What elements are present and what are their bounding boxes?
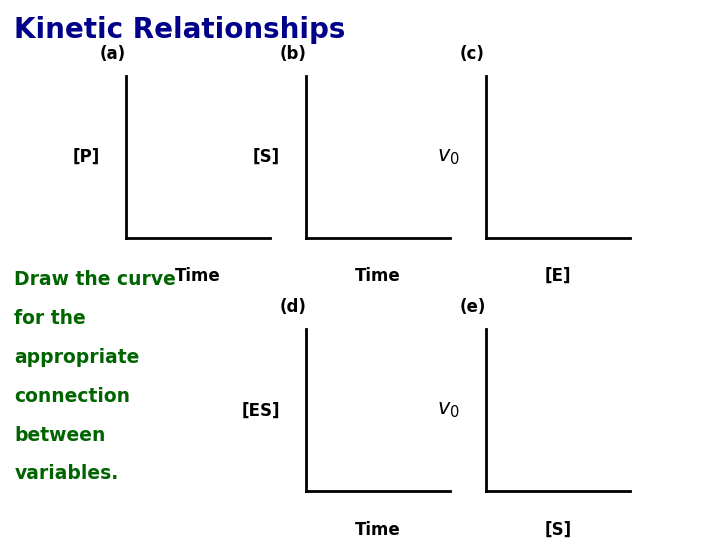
Text: Kinetic Relationships: Kinetic Relationships xyxy=(14,16,346,44)
Text: (a): (a) xyxy=(100,45,126,63)
Text: Time: Time xyxy=(355,267,401,285)
Text: appropriate: appropriate xyxy=(14,348,140,367)
Text: $\mathit{v}_0$: $\mathit{v}_0$ xyxy=(437,146,460,167)
Text: for the: for the xyxy=(14,309,86,328)
Text: connection: connection xyxy=(14,387,130,406)
Text: [S]: [S] xyxy=(253,147,280,166)
Text: [ES]: [ES] xyxy=(242,401,280,420)
Text: Time: Time xyxy=(175,267,221,285)
Text: $\mathit{v}_0$: $\mathit{v}_0$ xyxy=(437,400,460,421)
Text: Time: Time xyxy=(355,521,401,538)
Text: (b): (b) xyxy=(280,45,307,63)
Text: [P]: [P] xyxy=(73,147,100,166)
Text: (d): (d) xyxy=(280,299,307,316)
Text: [S]: [S] xyxy=(544,521,572,538)
Text: variables.: variables. xyxy=(14,464,119,483)
Text: (c): (c) xyxy=(460,45,485,63)
Text: between: between xyxy=(14,426,106,444)
Text: [E]: [E] xyxy=(545,267,571,285)
Text: (e): (e) xyxy=(460,299,487,316)
Text: Draw the curve: Draw the curve xyxy=(14,270,176,289)
